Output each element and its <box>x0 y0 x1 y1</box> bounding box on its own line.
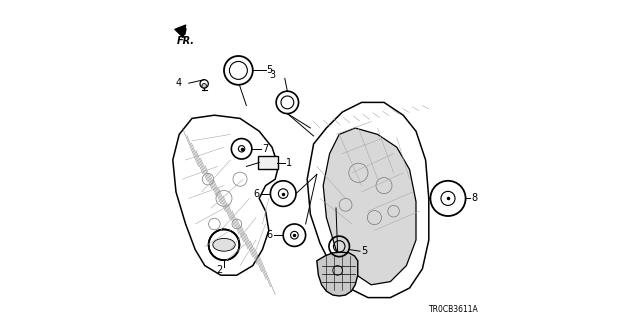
FancyBboxPatch shape <box>259 156 278 169</box>
Circle shape <box>202 84 206 88</box>
Polygon shape <box>317 252 358 296</box>
Text: 3: 3 <box>269 70 276 80</box>
Text: 8: 8 <box>471 193 477 204</box>
Polygon shape <box>323 128 416 285</box>
Text: 6: 6 <box>266 230 273 240</box>
FancyArrowPatch shape <box>175 25 186 37</box>
Text: 4: 4 <box>175 77 182 88</box>
Ellipse shape <box>212 238 236 251</box>
Text: 5: 5 <box>267 65 273 76</box>
Text: FR.: FR. <box>177 36 195 46</box>
Text: 5: 5 <box>361 246 367 256</box>
Text: TR0CB3611A: TR0CB3611A <box>429 305 479 314</box>
Text: 6: 6 <box>253 188 260 199</box>
Text: 7: 7 <box>262 144 268 154</box>
Text: 1: 1 <box>285 157 292 168</box>
Circle shape <box>200 80 209 88</box>
Text: 2: 2 <box>216 265 222 276</box>
